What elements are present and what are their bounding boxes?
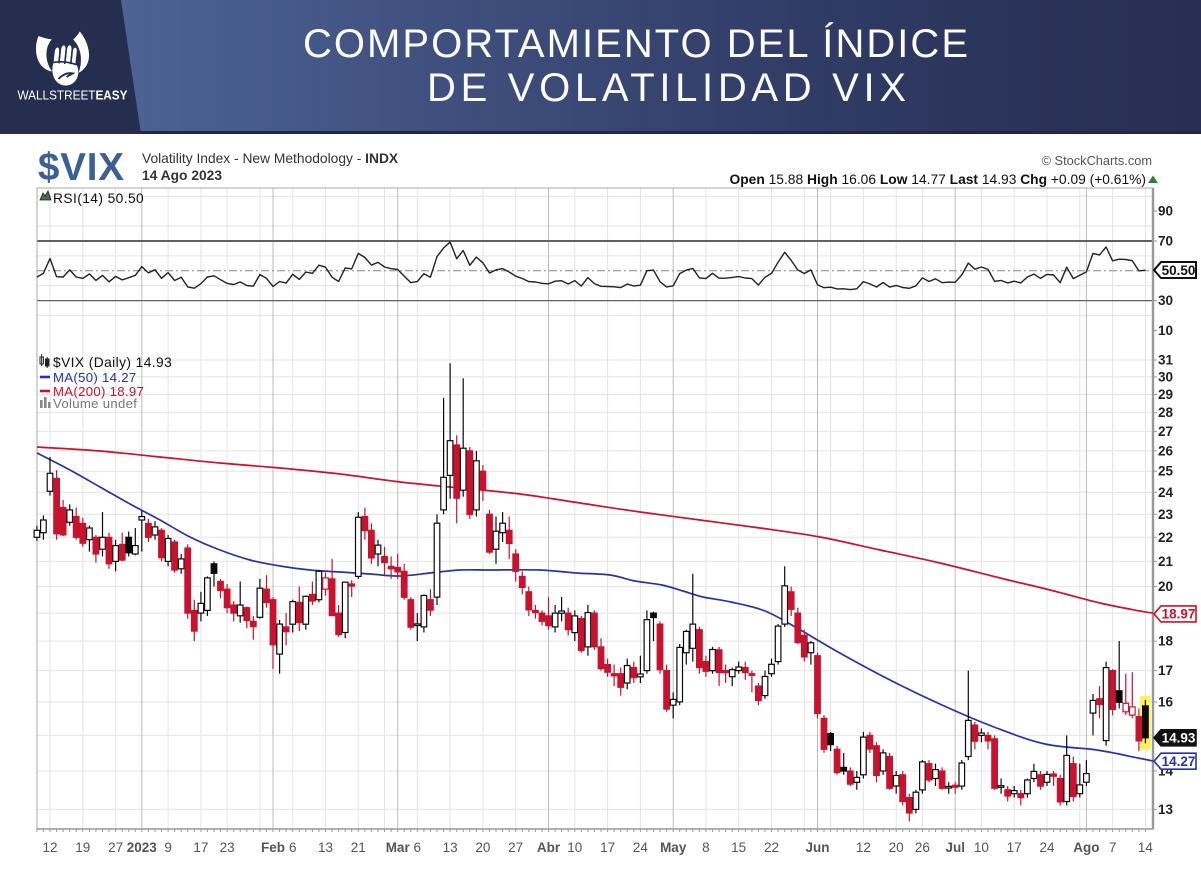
svg-text:18.97: 18.97: [1162, 607, 1196, 622]
svg-text:Ago: Ago: [1073, 840, 1099, 855]
svg-text:14 Ago 2023: 14 Ago 2023: [142, 168, 222, 183]
svg-text:16: 16: [1158, 695, 1174, 710]
svg-text:17: 17: [1007, 840, 1022, 855]
svg-text:19: 19: [75, 840, 90, 855]
svg-text:COMPORTAMIENTO DEL ÍNDICE: COMPORTAMIENTO DEL ÍNDICE: [303, 21, 968, 66]
svg-text:MA(200) 18.97: MA(200) 18.97: [53, 384, 144, 399]
svg-text:Feb: Feb: [261, 840, 285, 855]
svg-text:24: 24: [633, 840, 649, 855]
svg-text:20: 20: [889, 840, 904, 855]
svg-text:15: 15: [731, 840, 746, 855]
svg-text:25: 25: [1158, 464, 1174, 479]
svg-text:10: 10: [974, 840, 989, 855]
svg-text:90: 90: [1158, 204, 1173, 219]
svg-text:10: 10: [1158, 323, 1173, 338]
svg-text:26: 26: [1158, 443, 1174, 458]
svg-text:24: 24: [1039, 840, 1055, 855]
svg-text:Abr: Abr: [537, 840, 561, 855]
svg-text:13: 13: [1158, 802, 1174, 817]
svg-text:22: 22: [1158, 530, 1173, 545]
svg-text:6: 6: [289, 840, 297, 855]
svg-text:70: 70: [1158, 234, 1173, 249]
svg-text:7: 7: [1109, 840, 1117, 855]
svg-text:DE VOLATILIDAD VIX: DE VOLATILIDAD VIX: [427, 66, 906, 110]
svg-text:$VIX: $VIX: [38, 146, 125, 189]
svg-text:17: 17: [193, 840, 208, 855]
svg-text:50.50: 50.50: [1162, 263, 1196, 278]
svg-text:12: 12: [856, 840, 871, 855]
svg-text:23: 23: [1158, 507, 1174, 522]
svg-text:27: 27: [1158, 424, 1173, 439]
svg-text:RSI(14) 50.50: RSI(14) 50.50: [53, 191, 144, 206]
svg-text:13: 13: [443, 840, 458, 855]
svg-text:27: 27: [108, 840, 123, 855]
svg-text:Mar: Mar: [386, 840, 411, 855]
svg-text:30: 30: [1158, 369, 1173, 384]
svg-text:20: 20: [1158, 579, 1173, 594]
svg-text:MA(50) 14.27: MA(50) 14.27: [53, 370, 137, 385]
svg-text:Jun: Jun: [805, 840, 829, 855]
svg-text:21: 21: [1158, 554, 1174, 569]
svg-text:13: 13: [318, 840, 333, 855]
svg-text:Jul: Jul: [945, 840, 965, 855]
svg-text:17: 17: [600, 840, 615, 855]
svg-text:31: 31: [1158, 353, 1174, 368]
svg-text:18: 18: [1158, 634, 1174, 649]
svg-text:6: 6: [414, 840, 422, 855]
svg-text:9: 9: [164, 840, 172, 855]
svg-text:29: 29: [1158, 387, 1173, 402]
svg-text:8: 8: [702, 840, 710, 855]
svg-text:12: 12: [42, 840, 57, 855]
svg-text:26: 26: [915, 840, 930, 855]
svg-text:23: 23: [220, 840, 235, 855]
svg-text:30: 30: [1158, 293, 1173, 308]
svg-text:27: 27: [508, 840, 523, 855]
svg-text:14.93: 14.93: [1162, 731, 1196, 746]
svg-text:17: 17: [1158, 663, 1173, 678]
svg-text:Volatility Index - New Methodo: Volatility Index - New Methodology - IND…: [142, 151, 399, 166]
svg-text:2023: 2023: [127, 840, 158, 855]
svg-text:20: 20: [475, 840, 490, 855]
svg-text:© StockCharts.com: © StockCharts.com: [1042, 153, 1152, 168]
svg-text:22: 22: [764, 840, 779, 855]
svg-text:21: 21: [351, 840, 366, 855]
svg-text:Volume undef: Volume undef: [53, 396, 137, 411]
svg-text:$VIX (Daily) 14.93: $VIX (Daily) 14.93: [53, 355, 172, 370]
svg-text:Open 15.88 High 16.06 Low 14.7: Open 15.88 High 16.06 Low 14.77 Last 14.…: [730, 172, 1146, 187]
svg-text:10: 10: [567, 840, 582, 855]
svg-text:14.27: 14.27: [1162, 754, 1196, 769]
svg-text:24: 24: [1158, 485, 1174, 500]
svg-text:May: May: [660, 840, 687, 855]
svg-text:WALLSTREETEASY: WALLSTREETEASY: [18, 88, 128, 103]
svg-text:14: 14: [1138, 840, 1154, 855]
svg-text:28: 28: [1158, 405, 1174, 420]
